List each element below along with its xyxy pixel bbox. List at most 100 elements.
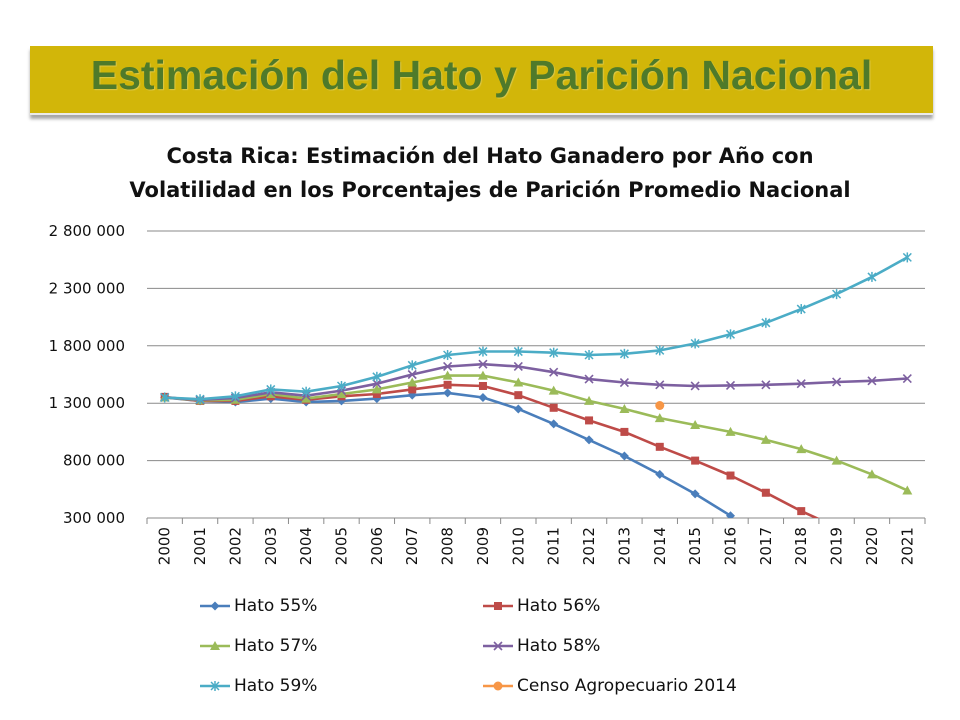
data-point [372, 379, 382, 389]
data-point [210, 641, 220, 650]
data-point [726, 471, 735, 480]
chart-title-line-2: Volatilidad en los Porcentajes de Parici… [129, 178, 851, 202]
x-tick-label: 2015 [686, 527, 704, 565]
x-tick-label: 2021 [898, 527, 916, 565]
data-point [655, 400, 665, 410]
legend-item: Censo Agropecuario 2014 [483, 674, 737, 698]
legend-swatch [200, 681, 230, 691]
chart-title-line-1: Costa Rica: Estimación del Hato Ganadero… [166, 144, 814, 168]
data-point [210, 601, 220, 611]
data-point [443, 361, 453, 372]
data-point [690, 381, 700, 391]
x-tick-label: 2005 [333, 527, 351, 565]
x-tick-label: 2012 [580, 527, 598, 565]
y-tick-label: 300 000 [63, 509, 125, 527]
legend-swatch [483, 641, 513, 651]
legend-label: Hato 56% [517, 596, 601, 616]
series-line [164, 374, 908, 492]
legend-item: Hato 56% [483, 594, 600, 618]
data-point [726, 511, 735, 518]
legend-swatch [483, 602, 513, 610]
data-point [902, 373, 912, 384]
data-point [443, 349, 453, 360]
x-tick-label: 2004 [297, 527, 315, 565]
y-tick-label: 2 300 000 [49, 279, 125, 297]
y-tick-label: 1 300 000 [49, 394, 125, 412]
data-point [690, 489, 700, 499]
data-point [796, 304, 806, 315]
data-point [407, 377, 418, 387]
data-point [620, 427, 629, 436]
data-point [478, 381, 487, 390]
data-point [513, 377, 524, 387]
data-point [513, 346, 523, 357]
x-tick-label: 2002 [226, 527, 244, 565]
data-point [478, 392, 488, 402]
x-tick-label: 2016 [722, 527, 740, 565]
data-point [654, 413, 665, 423]
data-point [443, 388, 453, 398]
legend-swatch [483, 681, 513, 691]
data-point [478, 359, 488, 369]
chart-legend: Hato 55% Hato 56% Hato 57% Hato 58% Hato 59%… [200, 594, 800, 704]
data-point [584, 349, 594, 360]
x-tick-label: 2020 [863, 527, 881, 565]
data-point [493, 681, 503, 691]
data-point [549, 367, 559, 377]
legend-item: Hato 55% [200, 594, 317, 618]
data-point [655, 469, 665, 479]
series-hato-57- [159, 370, 913, 495]
x-tick-label: 2011 [545, 527, 563, 565]
data-point [407, 360, 417, 371]
data-point [301, 393, 312, 403]
data-point [725, 426, 736, 436]
legend-item: Hato 59% [200, 674, 317, 698]
legend-label: Hato 58% [517, 636, 601, 656]
axes: 300 000 800 000 1 300 000 1 800 000 2 300 00… [49, 222, 926, 565]
data-point [584, 435, 594, 445]
series-lines [159, 252, 913, 518]
data-point [690, 338, 700, 349]
x-tick-label: 2019 [828, 527, 846, 565]
x-tick-label: 2000 [156, 527, 174, 565]
legend-label: Hato 59% [234, 676, 318, 696]
legend-item: Hato 57% [200, 634, 317, 658]
data-point [690, 420, 701, 430]
data-point [372, 390, 381, 399]
data-point [902, 252, 912, 263]
data-point [585, 416, 594, 425]
legend-label: Censo Agropecuario 2014 [517, 676, 737, 696]
series-line [164, 362, 908, 402]
y-tick-label: 2 800 000 [49, 222, 125, 240]
y-tick-label: 1 800 000 [49, 337, 125, 355]
data-point [336, 380, 347, 391]
data-point [442, 370, 453, 380]
slide-banner: Estimación del Hato y Parición Nacional [30, 46, 933, 115]
legend-label: Hato 55% [234, 596, 318, 616]
data-point [832, 289, 842, 300]
data-point [266, 384, 276, 395]
data-point [867, 376, 877, 386]
gridlines [147, 230, 925, 519]
data-point [866, 469, 877, 479]
legend-label: Hato 57% [234, 636, 318, 656]
x-tick-label: 2003 [262, 527, 280, 565]
series-hato-59- [160, 252, 912, 405]
data-point [513, 404, 523, 414]
data-point [408, 385, 417, 394]
x-tick-label: 2008 [439, 527, 457, 565]
legend-swatch [200, 601, 230, 611]
data-point [584, 395, 595, 405]
data-point [619, 451, 629, 461]
data-point [619, 377, 629, 388]
x-tick-label: 2007 [403, 527, 421, 565]
data-point [797, 507, 806, 516]
data-point [493, 641, 503, 651]
data-point [478, 346, 488, 357]
data-point [761, 488, 770, 497]
legend-swatch [200, 641, 230, 650]
data-point [725, 329, 736, 340]
data-point [210, 681, 220, 691]
data-point [691, 456, 700, 465]
